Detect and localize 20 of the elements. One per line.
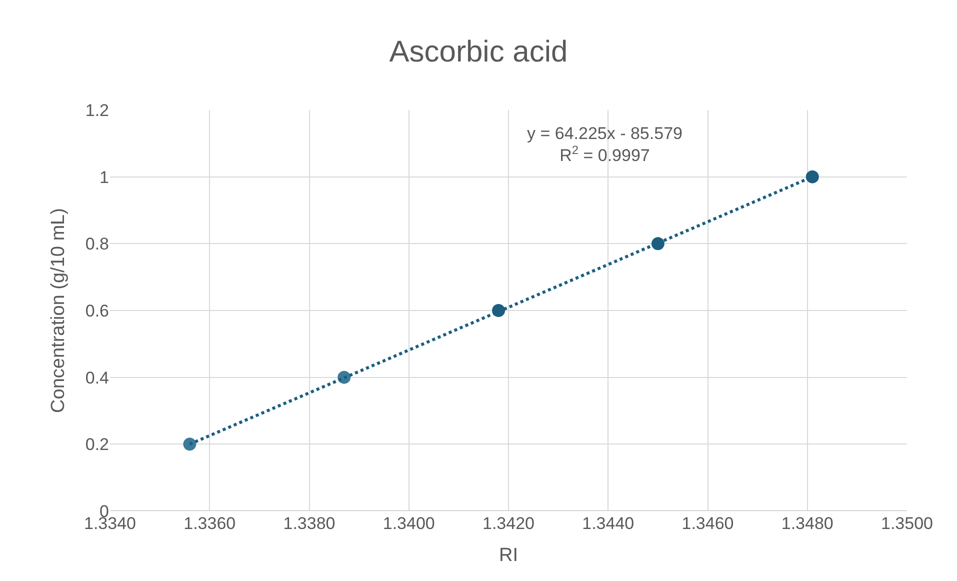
x-tick-label: 1.3480 [781,514,834,533]
x-tick-label: 1.3500 [881,514,933,533]
x-axis-title: RI [499,544,518,566]
x-tick-label: 1.3460 [682,514,734,533]
x-tick-label: 1.3440 [582,514,634,533]
y-tick-label: 1 [100,168,109,187]
y-axis-title: Concentration (g/10 mL) [48,208,70,413]
y-tick-label: 0.4 [85,368,109,388]
y-tick-label: 0.2 [85,435,109,454]
point [806,170,819,184]
y-tick-label: 0.8 [85,234,109,254]
point [183,438,196,451]
chart-title: Ascorbic acid [389,36,568,69]
annotation: y = 64.225x - 85.579 R$^{2}$ = 0.9997 [527,124,682,166]
y-tick-label: 0.6 [85,301,109,320]
y-tick-label: 1.2 [85,100,109,120]
x-tick-label: 1.3400 [382,514,435,533]
x-tick-label: 1.3420 [482,514,534,533]
x-tick-label: 1.3360 [184,514,236,533]
x-tick-label: 1.3380 [283,514,336,533]
